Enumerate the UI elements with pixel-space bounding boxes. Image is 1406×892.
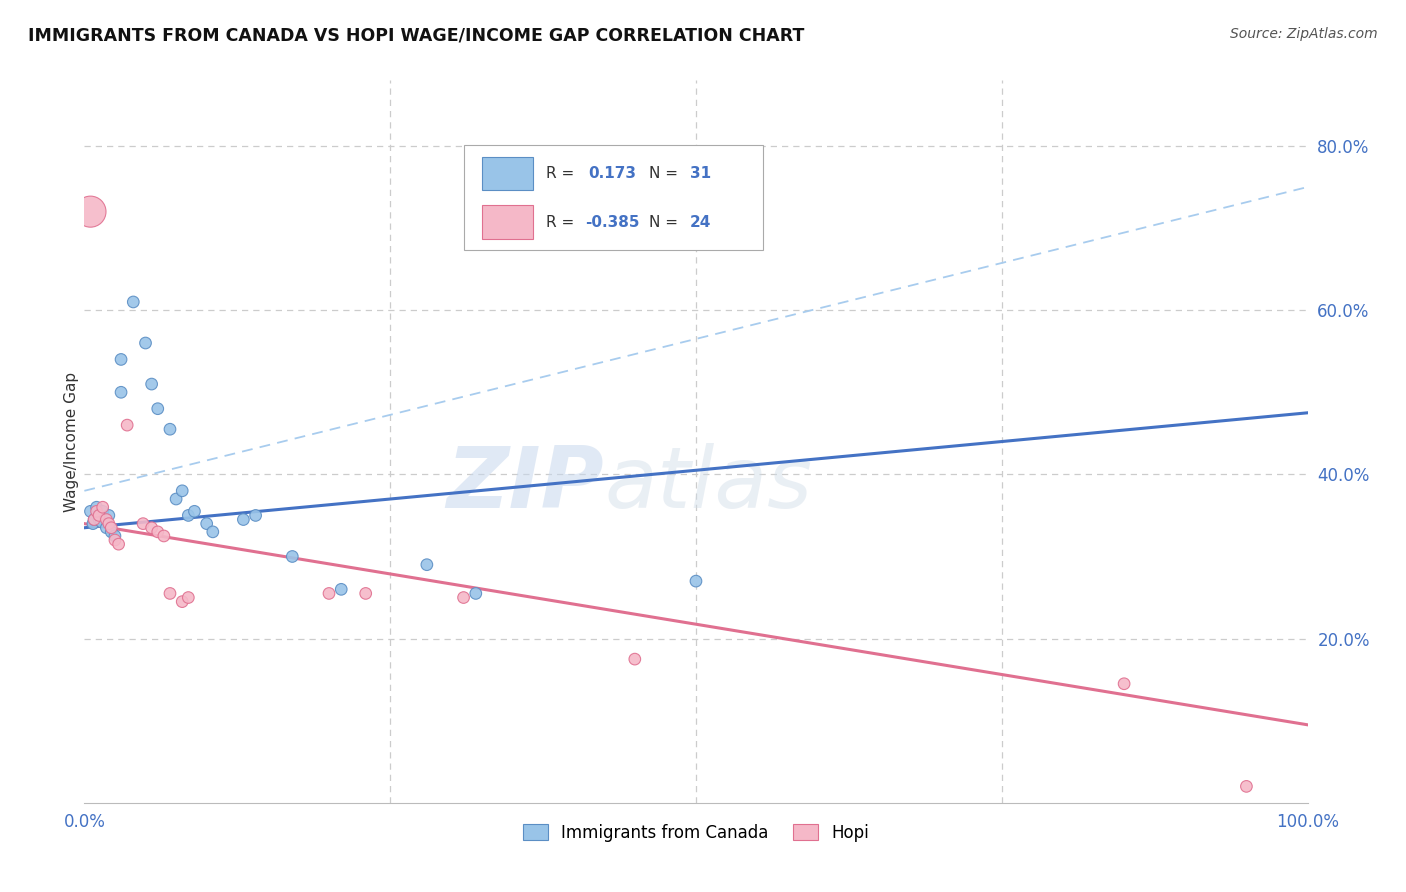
Point [1114,677,1136,691]
Point [172,483,194,498]
Point [110,352,132,367]
Point [96,512,118,526]
Point [141,521,163,535]
Point [165,491,187,506]
Text: Source: ZipAtlas.com: Source: ZipAtlas.com [1230,27,1378,41]
Point [79,204,101,219]
Y-axis label: Wage/Income Gap: Wage/Income Gap [63,371,79,512]
Point [96,521,118,535]
Point [86,504,108,518]
Point [87,508,110,523]
Text: IMMIGRANTS FROM CANADA VS HOPI WAGE/INCOME GAP CORRELATION CHART: IMMIGRANTS FROM CANADA VS HOPI WAGE/INCO… [28,27,804,45]
Point [464,586,486,600]
Point [172,594,194,608]
Point [685,574,707,588]
Text: R =: R = [546,166,574,181]
Point [79,504,101,518]
Point [115,418,138,433]
Text: N =: N = [650,215,679,229]
Point [330,582,353,597]
Point [195,516,218,531]
Text: 24: 24 [690,215,711,229]
Point [132,516,155,531]
Point [87,512,110,526]
Point [86,500,108,515]
Point [104,529,127,543]
Text: 0.173: 0.173 [588,166,637,181]
Point [107,537,129,551]
Point [146,401,169,416]
Point [104,533,127,547]
Text: ZIP: ZIP [447,443,605,526]
Point [245,508,267,523]
Point [159,422,181,436]
Point [146,524,169,539]
Point [177,591,200,605]
Text: R =: R = [546,215,574,229]
Point [91,504,114,518]
Point [232,512,254,526]
Point [159,586,181,600]
Point [82,516,104,531]
Point [624,652,647,666]
Point [91,500,114,515]
FancyBboxPatch shape [482,205,533,239]
Point [100,524,122,539]
Point [201,524,224,539]
Point [141,377,163,392]
Text: atlas: atlas [605,443,813,526]
Point [416,558,439,572]
FancyBboxPatch shape [464,145,763,250]
Point [153,529,176,543]
Point [90,515,112,529]
Point [97,508,120,523]
Point [135,336,157,351]
Point [453,591,475,605]
Point [122,295,145,310]
Point [97,516,120,531]
Point [83,512,105,526]
Point [183,504,205,518]
Point [110,385,132,400]
Point [318,586,340,600]
Point [354,586,377,600]
FancyBboxPatch shape [482,157,533,190]
Text: 31: 31 [690,166,711,181]
Legend: Immigrants from Canada, Hopi: Immigrants from Canada, Hopi [516,817,876,848]
Point [177,508,200,523]
Text: N =: N = [650,166,679,181]
Point [100,521,122,535]
Point [281,549,304,564]
Point [83,512,105,526]
Point [1236,780,1258,794]
Text: -0.385: -0.385 [585,215,640,229]
